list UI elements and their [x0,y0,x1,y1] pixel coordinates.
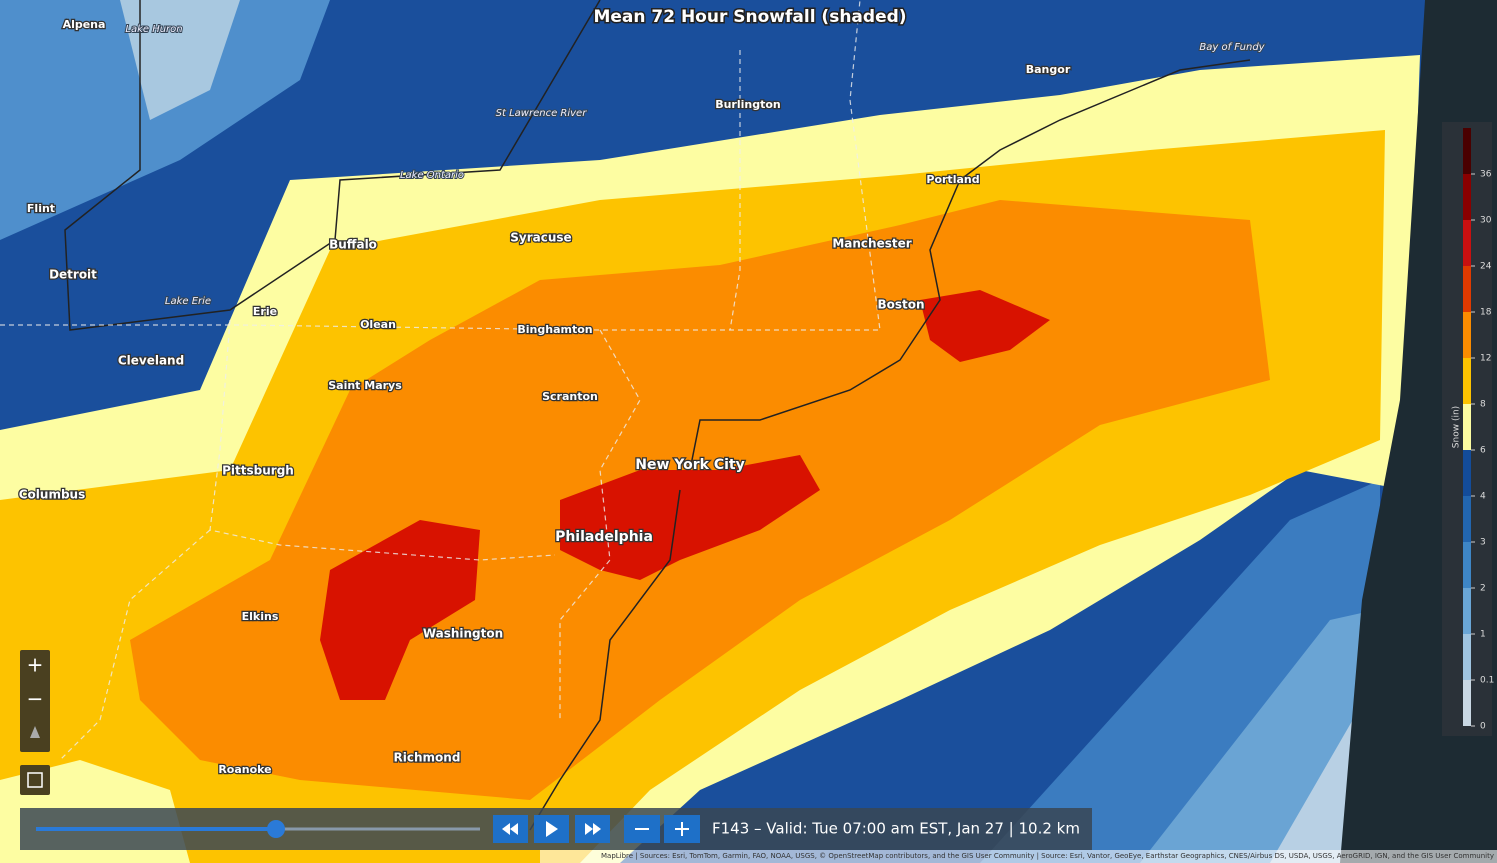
legend-swatch [1463,496,1471,542]
legend-swatch [1463,634,1471,680]
legend-swatch [1463,404,1471,450]
place-label: Philadelphia [555,529,653,545]
zoom-controls [20,650,50,752]
icon [593,823,601,835]
snow-band [560,455,820,580]
basemap-icon [27,772,43,788]
place-label: Burlington [715,98,781,111]
legend-tick-label: 3 [1480,538,1486,548]
legend-tick-label: 6 [1480,446,1486,456]
water-label: Lake Huron [125,24,182,35]
water-label: St Lawrence River [496,108,588,119]
icon [585,823,593,835]
place-label: Manchester [832,237,911,251]
legend-tick-label: 2 [1480,584,1486,594]
place-label: New York City [635,457,744,473]
place-label: Elkins [242,610,279,623]
place-label: Bangor [1026,63,1071,76]
compass-button[interactable] [30,726,40,738]
legend-tick-label: 1 [1480,630,1486,640]
snow-band [120,0,240,120]
basemap-button[interactable] [20,765,50,795]
legend-swatch [1463,128,1471,174]
legend-tick-label: 36 [1480,170,1492,180]
legend-tick-label: 4 [1480,492,1486,502]
place-label: Washington [423,627,503,641]
attribution-bar [540,850,1497,863]
time-slider-thumb[interactable] [267,820,285,838]
snow-band [320,520,480,700]
legend-tick-label: 12 [1480,354,1491,364]
legend-tick-label: 18 [1480,308,1492,318]
legend-swatch [1463,450,1471,496]
place-label: Binghamton [517,323,592,336]
attribution: MapLibre | Sources: Esri, TomTom, Garmin… [601,852,1494,860]
water-label: Lake Erie [165,296,211,307]
legend-title: Snow (in) [1452,406,1462,448]
zoom-in-button[interactable]: + [27,653,44,677]
legend-swatch [1463,220,1471,266]
place-label: Pittsburgh [222,464,294,478]
place-label: Detroit [49,268,97,282]
place-label: Columbus [19,488,86,502]
water-label: Bay of Fundy [1199,42,1265,53]
place-label: Erie [253,305,277,318]
legend-swatch [1463,358,1471,404]
snow-band [0,0,330,240]
legend-tick-label: 0.1 [1480,676,1494,686]
map-title: Mean 72 Hour Snowfall (shaded) [593,7,906,27]
legend-swatch [1463,312,1471,358]
legend-swatch [1463,588,1471,634]
state-border [209,319,556,561]
coastline [529,489,681,831]
legend-tick-label: 8 [1480,400,1486,410]
icon [546,821,558,837]
legend-tick-label: 24 [1480,262,1492,272]
forecast-status: F143 – Valid: Tue 07:00 am EST, Jan 27 |… [712,820,1080,838]
legend-swatch [1463,680,1471,726]
state-border [729,50,741,331]
place-label: Roanoke [218,763,271,776]
state-border [559,329,641,720]
snow-band [920,290,1050,362]
place-label: Boston [877,298,924,312]
place-label: Scranton [542,390,598,403]
place-label: Flint [27,202,55,215]
legend-tick-label: 30 [1480,216,1492,226]
place-label: Syracuse [510,231,571,245]
place-label: Buffalo [329,238,377,252]
legend-tick-label: 0 [1480,722,1486,732]
place-label: Portland [926,173,979,186]
place-label: Alpena [63,18,106,31]
place-label: Olean [360,318,396,331]
place-label: Cleveland [118,354,184,368]
legend-swatch [1463,542,1471,588]
legend-swatch [1463,174,1471,220]
place-label: Saint Marys [328,379,402,392]
zoom-out-button[interactable]: − [27,687,44,711]
legend-swatch [1463,266,1471,312]
place-label: Richmond [394,751,461,765]
border-line [64,0,601,331]
icon [502,823,510,835]
water-label: Lake Ontario [400,170,464,181]
coastline [689,59,1251,471]
icon [510,823,518,835]
